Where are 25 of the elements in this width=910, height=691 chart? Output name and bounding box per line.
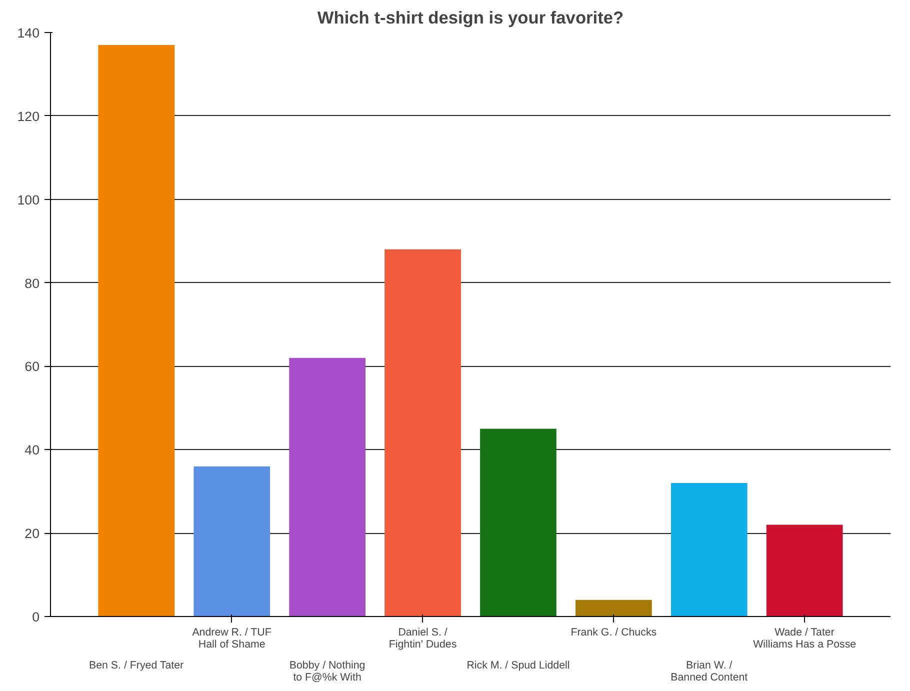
y-tick-label: 80 — [24, 276, 40, 291]
y-tick-label: 140 — [17, 26, 40, 40]
bar — [670, 483, 748, 616]
x-tick-label: Wade / Tater Williams Has a Posse — [753, 626, 856, 650]
x-tick-label: Rick M. / Spud Liddell — [466, 660, 570, 672]
x-tick-label: Frank G. / Chucks — [570, 626, 657, 638]
bar — [98, 45, 175, 616]
bar — [289, 358, 366, 616]
chart-title: Which t-shirt design is your favorite? — [317, 8, 624, 28]
y-tick-label: 100 — [17, 192, 40, 208]
x-tick-label: Brian W. / Banned Content — [670, 660, 748, 684]
bar — [194, 466, 270, 616]
x-tick-label: Bobby / Nothing to F@%k With — [289, 660, 366, 684]
y-tick-label: 20 — [24, 526, 40, 542]
y-tick-label: 0 — [32, 610, 40, 624]
y-tick-label: 120 — [17, 108, 40, 124]
bar — [480, 428, 556, 616]
y-tick-label: 40 — [24, 442, 40, 458]
x-tick-label: Andrew R. / TUF Hall of Shame — [192, 626, 272, 650]
y-tick-label: 60 — [24, 359, 40, 374]
x-tick-label: Ben S. / Fryed Tater — [89, 660, 184, 672]
bar — [766, 524, 843, 616]
bar — [384, 249, 461, 616]
bar — [576, 600, 652, 616]
x-tick-label: Daniel S. / Fightin' Dudes — [388, 626, 457, 650]
